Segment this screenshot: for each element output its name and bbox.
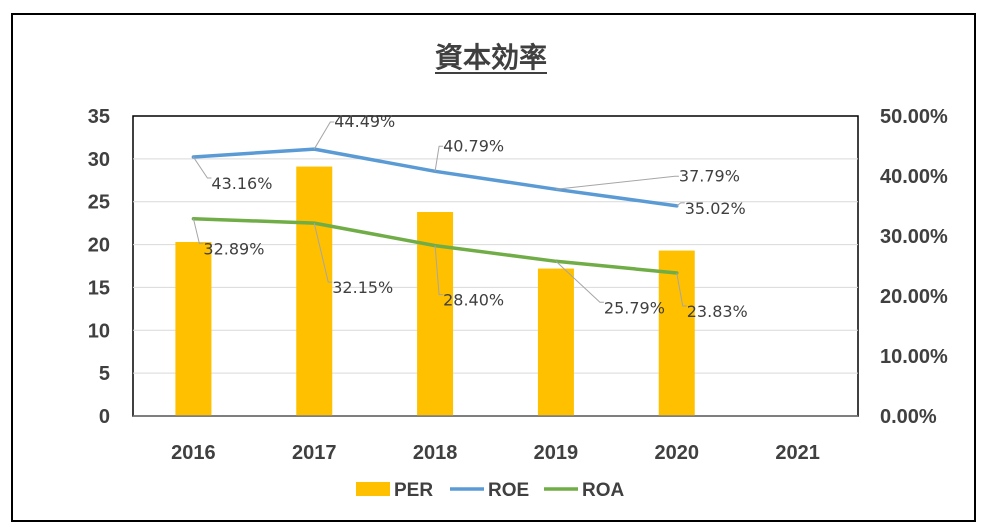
leader-line (676, 202, 685, 207)
y-left-tick-label: 30 (88, 149, 110, 171)
y-right-tick-label: 10.00% (880, 346, 948, 368)
legend-label-roa: ROA (582, 480, 625, 501)
leader-line (555, 175, 679, 190)
bar-per (296, 166, 333, 416)
bar-per (658, 250, 695, 416)
data-label-roe: 43.16% (211, 174, 272, 193)
legend-swatch-per (356, 482, 390, 496)
bar-per (175, 242, 212, 416)
chart-title: 資本効率 (435, 41, 547, 74)
data-label-roe: 40.79% (443, 136, 504, 155)
x-tick-label: 2018 (413, 442, 458, 464)
data-label-roa: 23.83% (687, 302, 748, 321)
leader-line (313, 121, 335, 150)
leader-line (676, 272, 687, 307)
y-left-tick-label: 0 (99, 406, 110, 428)
bar-per (537, 268, 574, 416)
plot-area (132, 115, 859, 417)
y-left-tick-label: 25 (88, 192, 110, 214)
legend-label-roe: ROE (488, 480, 529, 501)
y-left-tick-label: 15 (88, 277, 110, 299)
y-left-tick-label: 10 (88, 320, 110, 342)
data-label-roe: 35.02% (685, 199, 746, 218)
y-left-tick-label: 20 (88, 235, 110, 257)
data-label-roa: 28.40% (443, 291, 504, 310)
x-tick-label: 2017 (292, 442, 337, 464)
leader-line (192, 218, 204, 245)
data-label-roe: 44.49% (334, 112, 395, 131)
data-label-roa: 32.15% (332, 278, 393, 297)
y-right-tick-label: 50.00% (880, 106, 948, 128)
y-left-tick-label: 35 (88, 106, 110, 128)
data-label-roa: 32.89% (203, 240, 264, 259)
leader-line (313, 222, 333, 283)
x-tick-label: 2021 (775, 442, 820, 464)
data-label-roe: 37.79% (679, 166, 740, 185)
y-left-tick-label: 5 (99, 363, 110, 385)
y-right-tick-label: 30.00% (880, 226, 948, 248)
leader-line (434, 245, 444, 296)
y-right-tick-label: 20.00% (880, 286, 948, 308)
leader-line (193, 156, 212, 179)
leader-line (434, 145, 444, 172)
legend-label-per: PER (394, 480, 433, 501)
leader-line (555, 260, 604, 303)
y-right-tick-label: 0.00% (880, 406, 937, 428)
x-tick-label: 2016 (171, 442, 216, 464)
x-tick-label: 2020 (655, 442, 700, 464)
x-tick-label: 2019 (534, 442, 579, 464)
line-roe (191, 147, 679, 208)
data-label-roa: 25.79% (604, 298, 665, 317)
y-right-tick-label: 40.00% (880, 166, 948, 188)
